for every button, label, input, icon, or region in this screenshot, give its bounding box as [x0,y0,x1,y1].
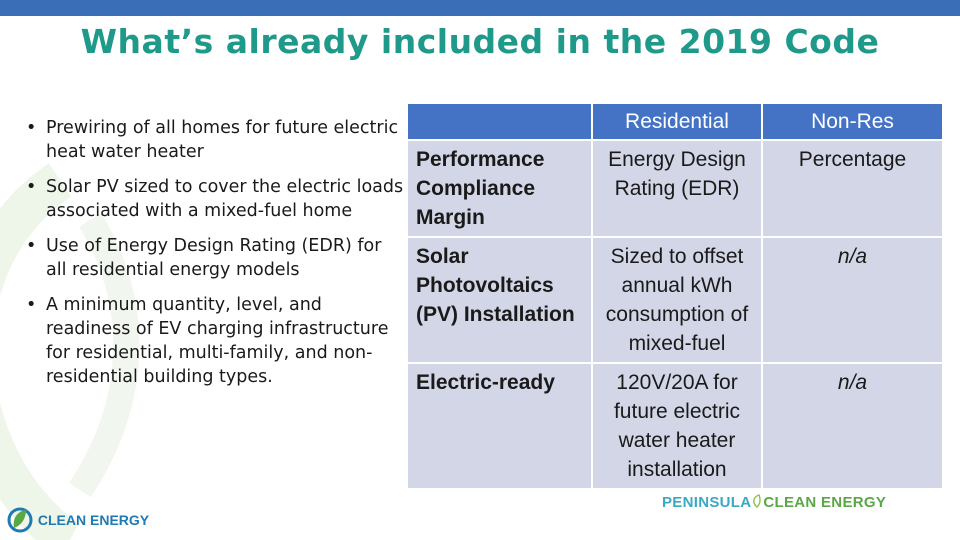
list-item: • Use of Energy Design Rating (EDR) for a… [26,234,406,282]
header-empty-cell [408,104,591,139]
watermark-leaf-icon [0,163,140,540]
bullet-marker: • [26,236,37,256]
bullet-text: Use of Energy Design Rating (EDR) for al… [46,236,382,280]
cell-nonres: n/a [763,238,942,362]
pce-logo-part1: PENINSULA [662,494,752,511]
list-item: • Prewiring of all homes for future elect… [26,116,406,164]
cell-nonres: Percentage [763,141,942,236]
list-item: • Solar PV sized to cover the electric lo… [26,175,406,223]
table-header-row: Residential Non-Res [408,104,942,139]
row-label: Electric-ready [408,364,591,488]
pce-logo-part2: CLEAN ENERGY [763,494,887,511]
bullet-marker: • [26,177,37,197]
table-row: Solar Photovoltaics (PV) Installation Si… [408,238,942,362]
list-item: • A minimum quantity, level, and readines… [26,293,406,389]
bullet-marker: • [26,118,37,138]
cell-residential: 120V/20A for future electric water heate… [593,364,761,488]
cell-residential: Energy Design Rating (EDR) [593,141,761,236]
cell-residential: Sized to offset annual kWh consumption o… [593,238,761,362]
bullet-text: Solar PV sized to cover the electric loa… [46,177,404,221]
bullet-text: A minimum quantity, level, and readiness… [46,295,389,387]
row-label: Solar Photovoltaics (PV) Installation [408,238,591,362]
top-accent-bar [0,0,960,16]
header-residential: Residential [593,104,761,139]
bullet-marker: • [26,295,37,315]
clean-energy-leaf-icon [7,507,33,533]
page-title: What’s already included in the 2019 Code [80,22,880,61]
clean-energy-logo-text: CLEAN ENERGY [37,512,150,528]
clean-energy-logo: CLEAN ENERGY [6,506,149,534]
bullet-list: • Prewiring of all homes for future elect… [26,116,406,400]
bullet-text: Prewiring of all homes for future electr… [46,118,399,162]
header-nonres: Non-Res [763,104,942,139]
row-label: Performance Compliance Margin [408,141,591,236]
cell-nonres: n/a [763,364,942,488]
peninsula-clean-energy-logo: PENINSULA CLEAN ENERGY [662,494,886,511]
leaf-icon [753,494,762,508]
table-row: Electric-ready 120V/20A for future elect… [408,364,942,488]
code-comparison-table: Residential Non-Res Performance Complian… [406,102,944,490]
table-row: Performance Compliance Margin Energy Des… [408,141,942,236]
